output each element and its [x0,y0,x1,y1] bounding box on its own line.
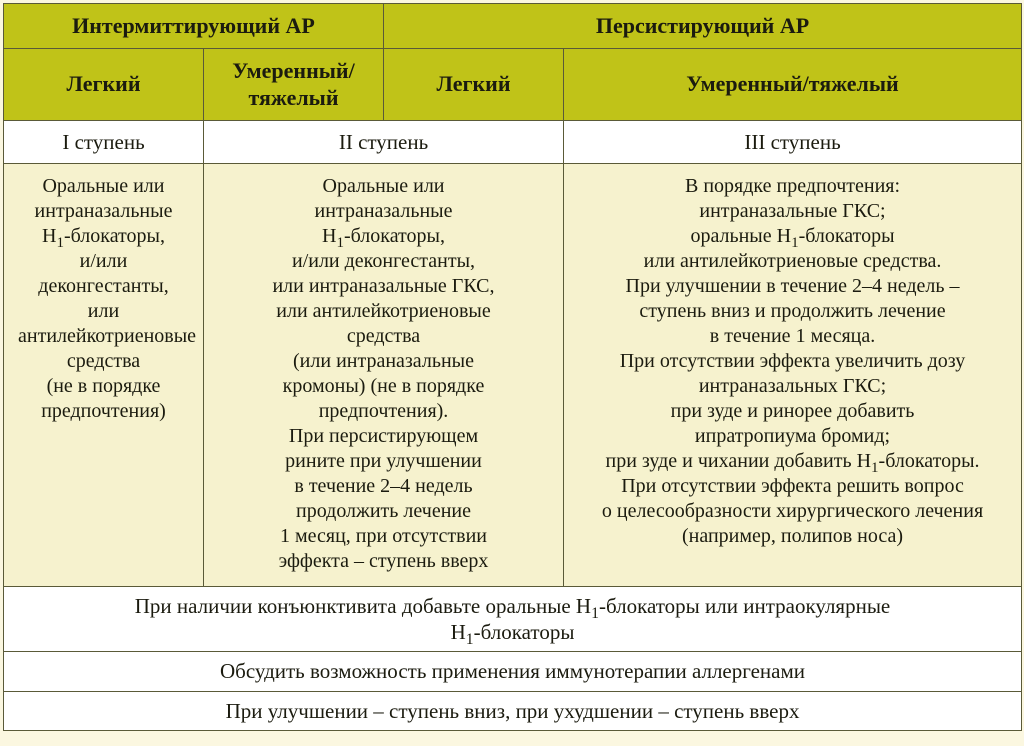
header-row-categories: Интермиттирующий АР Персистирующий АР [4,4,1022,49]
treatment-col-1: Оральные илиинтраназальныеH1-блокаторы,и… [4,163,204,586]
footer-row-1: При наличии конъюнктивита добавьте ораль… [4,586,1022,652]
footer-immunotherapy: Обсудить возможность применения иммуноте… [4,652,1022,691]
severity-moderate-2: Умеренный/тяжелый [564,48,1022,120]
treatment-body-row: Оральные илиинтраназальныеH1-блокаторы,и… [4,163,1022,586]
footer-row-3: При улучшении – ступень вниз, при ухудше… [4,691,1022,730]
step-3: III ступень [564,120,1022,163]
step-1: I ступень [4,120,204,163]
severity-mild-2: Легкий [384,48,564,120]
treatment-col-3: В порядке предпочтения:интраназальные ГК… [564,163,1022,586]
treatment-col-2: Оральные илиинтраназальныеH1-блокаторы,и… [204,163,564,586]
severity-moderate-1: Умеренный/тяжелый [204,48,384,120]
step-row: I ступень II ступень III ступень [4,120,1022,163]
step-2: II ступень [204,120,564,163]
severity-mild-1: Легкий [4,48,204,120]
header-row-severity: Легкий Умеренный/тяжелый Легкий Умеренны… [4,48,1022,120]
footer-conjunctivitis: При наличии конъюнктивита добавьте ораль… [4,586,1022,652]
header-intermittent: Интермиттирующий АР [4,4,384,49]
footer-step-adjust: При улучшении – ступень вниз, при ухудше… [4,691,1022,730]
footer-row-2: Обсудить возможность применения иммуноте… [4,652,1022,691]
header-persistent: Персистирующий АР [384,4,1022,49]
treatment-table: Интермиттирующий АР Персистирующий АР Ле… [3,3,1022,731]
